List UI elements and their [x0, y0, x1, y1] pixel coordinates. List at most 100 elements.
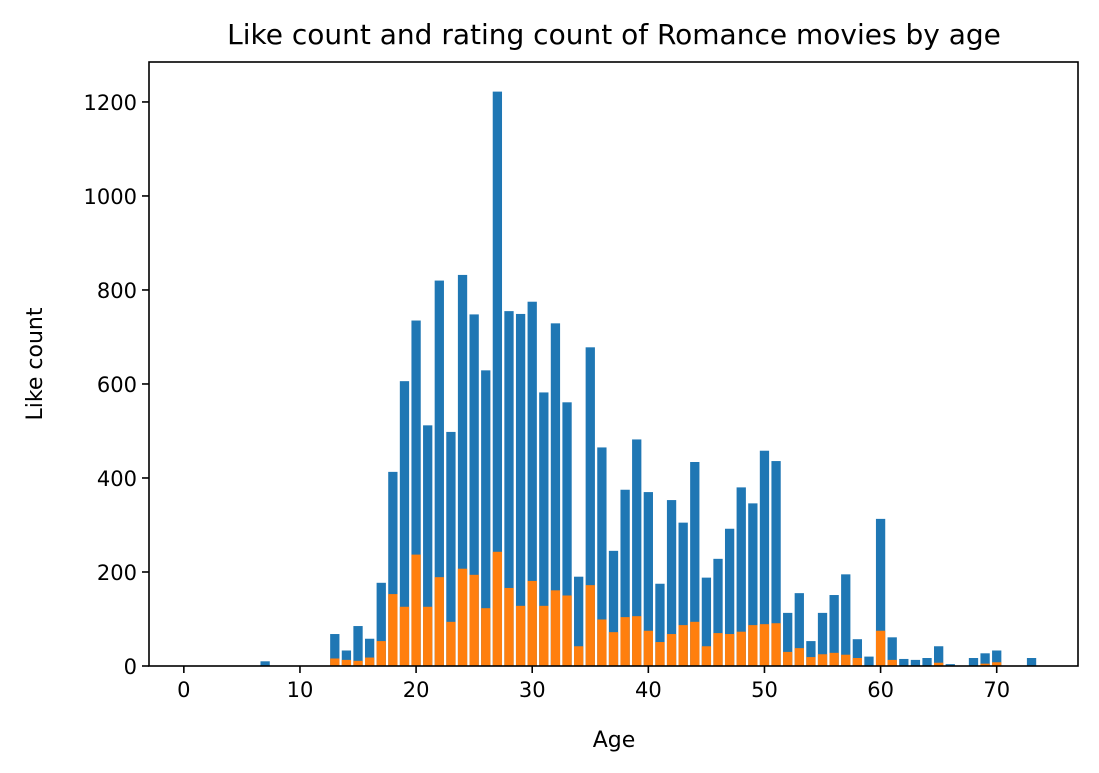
rating-bar-49 [748, 625, 758, 666]
like-bar-15 [353, 626, 363, 666]
rating-bar-40 [643, 630, 653, 666]
rating-bar-16 [364, 657, 375, 666]
rating-bar-69 [980, 663, 990, 666]
x-axis-label: Age [593, 728, 636, 753]
like-bar-24 [457, 274, 468, 666]
y-tick-label: 800 [97, 279, 137, 303]
like-bar-16 [364, 638, 375, 666]
rating-bar-24 [457, 568, 468, 666]
like-bar-64 [922, 658, 932, 666]
rating-bar-26 [481, 608, 491, 666]
rating-bar-17 [376, 641, 386, 666]
rating-bar-42 [666, 634, 677, 666]
like-bar-26 [481, 370, 491, 666]
like-bar-48 [736, 487, 746, 666]
like-bar-22 [434, 280, 444, 666]
like-bar-43 [678, 522, 688, 666]
rating-bar-23 [446, 621, 456, 666]
rating-bar-47 [724, 634, 735, 666]
like-bar-68 [968, 658, 979, 666]
rating-bar-58 [852, 658, 863, 666]
y-tick-label: 400 [97, 467, 137, 491]
rating-bar-36 [597, 619, 607, 666]
rating-bar-28 [504, 587, 514, 666]
x-axis-ticks: 0 10 20 30 40 50 60 70 [177, 666, 1010, 702]
like-bar-45 [701, 577, 712, 666]
like-bar-73 [1026, 658, 1037, 666]
like-bar-60 [875, 518, 886, 666]
rating-bar-14 [341, 659, 352, 666]
rating-bar-21 [423, 606, 433, 666]
like-bar-55 [817, 612, 828, 666]
x-tick-label: 40 [635, 678, 662, 702]
rating-bar-22 [434, 577, 444, 666]
like-bar-69 [980, 653, 990, 666]
like-bar-19 [399, 381, 410, 666]
x-tick-label: 70 [983, 678, 1010, 702]
rating-bar-31 [539, 605, 549, 666]
like-bar-30 [527, 301, 537, 666]
like-bar-49 [748, 503, 758, 666]
rating-bar-52 [783, 651, 793, 666]
rating-bar-48 [736, 631, 746, 666]
rating-bar-27 [492, 551, 503, 666]
rating-bar-57 [841, 654, 851, 666]
rating-bar-15 [353, 660, 363, 666]
rating-bar-51 [771, 623, 781, 666]
x-tick-label: 10 [287, 678, 314, 702]
rating-bar-25 [469, 574, 479, 666]
like-bar-13 [330, 634, 340, 666]
chart-title: Like count and rating count of Romance m… [227, 18, 1001, 51]
rating-bar-20 [411, 554, 421, 666]
like-bar-46 [713, 558, 723, 666]
like-bar-47 [724, 528, 735, 666]
y-axis-label: Like count [23, 307, 48, 420]
x-tick-label: 50 [751, 678, 778, 702]
y-tick-label: 600 [97, 373, 137, 397]
like-bar-50 [759, 450, 770, 666]
rating-bar-39 [632, 616, 642, 666]
rating-bar-65 [934, 662, 944, 666]
rating-bar-54 [806, 657, 816, 666]
rating-bar-35 [585, 585, 595, 666]
rating-bar-43 [678, 625, 688, 666]
like-bar-28 [504, 311, 514, 666]
like-bar-70 [992, 650, 1002, 666]
like-bar-56 [829, 595, 839, 666]
like-bar-32 [550, 323, 561, 666]
like-bar-17 [376, 582, 386, 666]
rating-bar-53 [794, 648, 804, 666]
like-bar-52 [783, 612, 793, 666]
like-bar-58 [852, 639, 863, 666]
like-bar-18 [388, 471, 398, 666]
x-tick-label: 60 [867, 678, 894, 702]
rating-bar-13 [330, 658, 340, 666]
like-bar-21 [423, 425, 433, 666]
like-bar-44 [690, 462, 700, 666]
like-bar-53 [794, 593, 804, 666]
rating-bar-60 [875, 630, 886, 666]
rating-bar-38 [620, 617, 630, 666]
rating-bar-55 [817, 654, 828, 666]
rating-bar-44 [690, 621, 700, 666]
like-bar-35 [585, 347, 595, 666]
like-bar-14 [341, 650, 352, 666]
rating-bar-37 [608, 632, 619, 666]
rating-bar-50 [759, 624, 770, 666]
like-bar-29 [515, 313, 526, 666]
like-bar-41 [655, 583, 665, 666]
like-series [260, 91, 1037, 667]
rating-bar-29 [515, 605, 526, 666]
rating-bar-18 [388, 594, 398, 666]
x-tick-label: 30 [519, 678, 546, 702]
x-tick-label: 20 [403, 678, 430, 702]
like-bar-23 [446, 431, 456, 666]
rating-series [330, 551, 1002, 666]
rating-bar-70 [992, 662, 1002, 666]
rating-bar-19 [399, 606, 410, 666]
like-bar-62 [899, 658, 909, 666]
y-tick-label: 1200 [84, 91, 137, 115]
like-bar-65 [934, 646, 944, 666]
like-bar-66 [945, 664, 955, 666]
like-bar-37 [608, 550, 619, 666]
